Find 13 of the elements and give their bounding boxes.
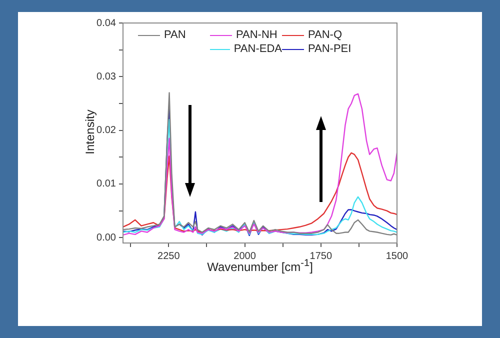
y-tick-label: 0.02 bbox=[96, 125, 116, 136]
legend-label: PAN-PEI bbox=[308, 43, 352, 55]
legend-label: PAN-EDA bbox=[234, 43, 282, 55]
legend-label: PAN-NH bbox=[236, 29, 278, 41]
legend-label: PAN-Q bbox=[308, 29, 342, 41]
y-axis-title: Intensity bbox=[83, 108, 97, 156]
y-tick-label: 0.03 bbox=[96, 71, 116, 82]
legend-label: PAN bbox=[164, 29, 186, 41]
y-tick-label: 0.01 bbox=[96, 178, 116, 190]
y-tick-label: 0.04 bbox=[96, 18, 116, 29]
x-tick-label: 2250 bbox=[158, 250, 180, 262]
x-tick-label: 1500 bbox=[386, 250, 409, 262]
y-tick-label: 0.00 bbox=[96, 232, 116, 244]
